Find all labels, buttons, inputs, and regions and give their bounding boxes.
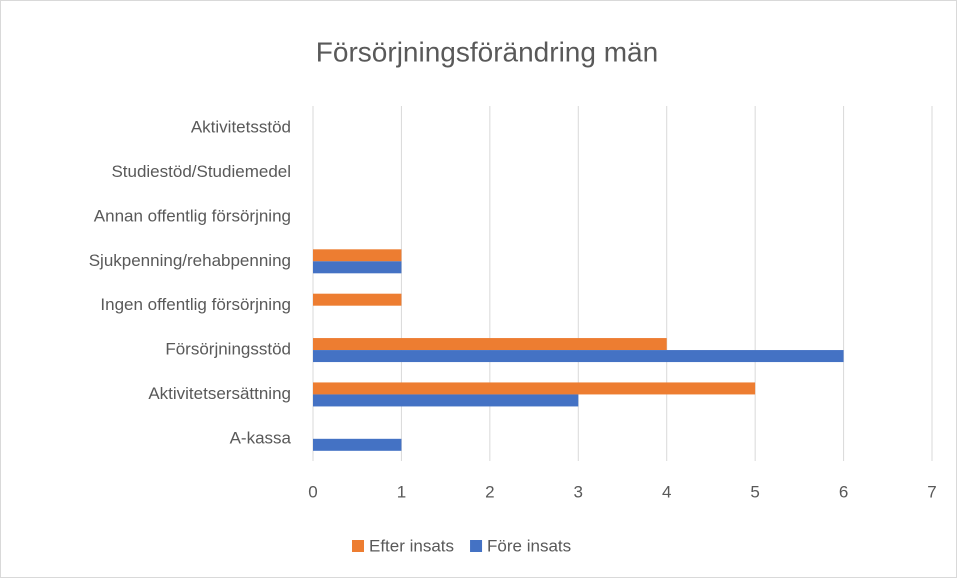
x-tick-label: 0 bbox=[308, 482, 317, 501]
legend-swatch bbox=[470, 540, 483, 552]
x-tick-label: 3 bbox=[574, 482, 583, 501]
x-tick-label: 7 bbox=[927, 482, 936, 501]
category-label: Ingen offentlig försörjning bbox=[100, 295, 291, 314]
bar bbox=[313, 338, 667, 351]
category-label: Försörjningsstöd bbox=[165, 340, 291, 359]
bar bbox=[313, 261, 402, 274]
bar bbox=[313, 394, 579, 407]
legend-label: Före insats bbox=[487, 536, 571, 555]
x-tick-label: 1 bbox=[397, 482, 406, 501]
bar bbox=[313, 382, 756, 395]
category-label: A-kassa bbox=[230, 428, 292, 447]
category-label: Sjukpenning/rehabpenning bbox=[89, 251, 291, 270]
x-tick-label: 5 bbox=[750, 482, 759, 501]
category-label: Aktivitetsstöd bbox=[191, 118, 291, 137]
category-label: Aktivitetsersättning bbox=[148, 384, 291, 403]
category-label: Annan offentlig försörjning bbox=[94, 206, 291, 225]
legend-swatch bbox=[352, 540, 364, 552]
bar bbox=[313, 249, 402, 262]
x-tick-label: 2 bbox=[485, 482, 494, 501]
bar bbox=[313, 438, 402, 451]
chart-title: Försörjningsförändring män bbox=[316, 36, 658, 67]
category-label: Studiestöd/Studiemedel bbox=[111, 162, 291, 181]
x-tick-label: 6 bbox=[839, 482, 848, 501]
bar bbox=[313, 350, 844, 363]
legend-label: Efter insats bbox=[369, 536, 454, 555]
bar bbox=[313, 293, 402, 306]
x-tick-label: 4 bbox=[662, 482, 671, 501]
